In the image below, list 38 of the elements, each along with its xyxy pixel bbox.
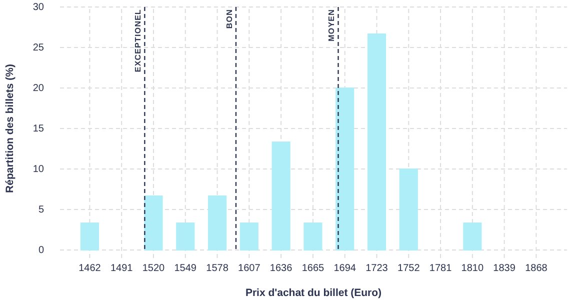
y-tick-label: 15 (32, 124, 44, 135)
x-tick-label: 1607 (238, 263, 261, 274)
bar (144, 195, 163, 250)
ref-line-label: EXCEPTIONEL (134, 9, 143, 72)
bar (240, 222, 258, 250)
ref-line-label: BON (224, 9, 234, 29)
bar (399, 168, 418, 250)
x-tick-label: 1781 (429, 263, 452, 274)
y-tick-label: 10 (32, 164, 44, 176)
ref-line-label: MOYEN (327, 9, 336, 42)
x-tick-label: 1578 (206, 263, 229, 274)
x-tick-label: 1636 (270, 263, 293, 274)
bar (304, 222, 322, 250)
x-tick-label: 1752 (398, 263, 420, 274)
x-tick-label: 1694 (334, 263, 356, 274)
bar (336, 88, 354, 250)
bar (176, 222, 195, 250)
x-tick-label: 1839 (493, 263, 516, 274)
y-tick-label: 30 (32, 2, 44, 14)
bar (272, 142, 290, 250)
bar (208, 195, 227, 250)
x-tick-label: 1491 (110, 263, 134, 274)
x-tick-label: 1868 (525, 263, 548, 274)
x-tick-label: 1810 (461, 263, 484, 274)
y-tick-label: 0 (38, 245, 44, 256)
y-axis-title: Répartition des billets (%) (4, 64, 16, 193)
bar (367, 33, 386, 250)
x-axis-title: Prix d'achat du billet (Euro) (245, 287, 382, 299)
y-tick-label: 25 (32, 42, 44, 54)
y-tick-label: 20 (32, 83, 44, 94)
x-tick-label: 1549 (174, 263, 197, 274)
y-tick-label: 5 (38, 204, 44, 216)
x-tick-label: 1462 (78, 263, 102, 274)
bar (463, 222, 482, 250)
x-tick-label: 1520 (142, 263, 166, 274)
x-tick-label: 1665 (302, 263, 325, 274)
bar (80, 222, 99, 250)
x-tick-label: 1723 (366, 263, 388, 274)
